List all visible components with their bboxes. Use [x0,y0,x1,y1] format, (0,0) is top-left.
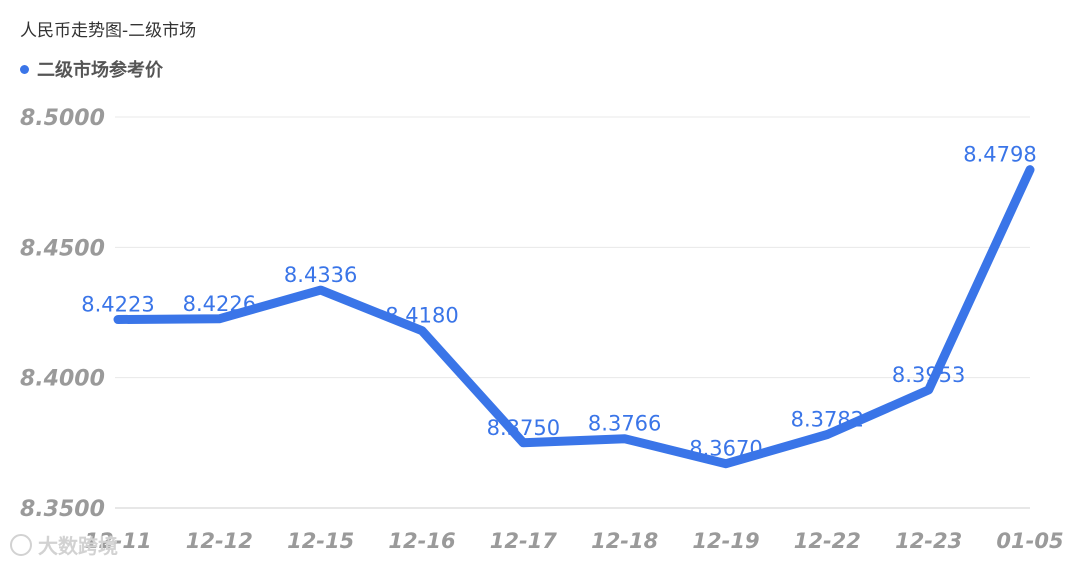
x-tick-label: 12-12 [186,529,253,553]
watermark: 大数跨境 [10,530,118,559]
data-label: 8.3750 [487,416,560,440]
x-tick-label: 12-17 [490,529,558,553]
x-tick-label: 12-19 [692,529,759,553]
data-label: 8.3953 [892,363,965,387]
y-tick-label: 8.3500 [20,497,105,522]
x-tick-label: 01-05 [996,529,1063,553]
data-point [924,385,933,394]
watermark-text: 大数跨境 [38,534,118,558]
data-point [215,314,224,323]
watermark-logo-icon [10,533,32,556]
data-point [519,438,528,447]
data-label: 8.4226 [183,292,256,316]
x-tick-label: 12-23 [895,529,962,553]
y-tick-label: 8.5000 [20,106,105,131]
data-label: 8.4336 [284,263,357,287]
legend[interactable]: 二级市场参考价 [20,56,163,82]
x-tick-label: 12-15 [287,529,354,553]
data-point [1026,165,1034,174]
data-label: 8.3766 [588,412,661,436]
data-point [823,430,832,439]
data-label: 8.3782 [791,407,864,431]
data-label: 8.4223 [81,293,154,317]
legend-marker [20,64,29,74]
series-line [113,165,1035,469]
data-point [114,315,122,324]
x-tick-label: 12-18 [591,529,658,553]
y-tick-label: 8.4500 [20,236,105,261]
chart-title: 人民币走势图-二级市场 [20,21,197,41]
data-label: 8.3670 [689,437,762,461]
data-point [316,286,325,295]
data-label: 8.4180 [385,304,458,328]
y-tick-label: 8.4000 [20,367,105,392]
data-point [620,434,629,443]
x-tick-label: 12-11 [84,529,151,553]
x-tick-label: 12-16 [388,529,455,553]
x-tick-label: 12-22 [794,529,861,553]
data-point [722,459,730,468]
data-label: 8.4798 [963,143,1036,167]
legend-label: 二级市场参考价 [37,60,163,81]
data-point [418,326,426,335]
